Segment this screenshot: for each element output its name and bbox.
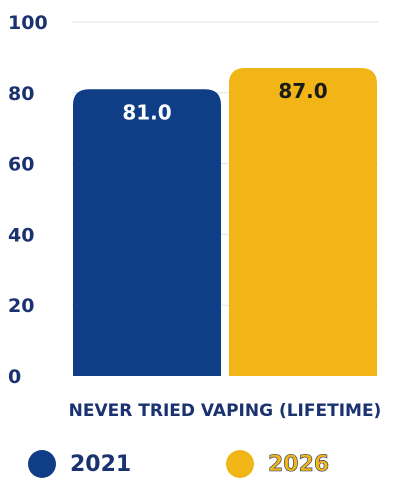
y-tick-label: 60 [8, 154, 34, 176]
bar-2021 [73, 89, 221, 376]
legend-label-2026: 2026 [268, 451, 330, 477]
x-category-label: NEVER TRIED VAPING (LIFETIME) [69, 401, 382, 421]
bar-2026 [229, 68, 377, 377]
legend-swatch-2026 [226, 450, 254, 478]
y-tick-label: 80 [8, 83, 34, 105]
y-tick-label: 100 [8, 12, 48, 34]
y-tick-label: 40 [8, 224, 34, 246]
y-tick-label: 20 [8, 295, 34, 317]
y-tick-label: 0 [8, 366, 21, 388]
legend-item-2026: 2026 [226, 446, 330, 482]
x-axis-categories: NEVER TRIED VAPING (LIFETIME) [69, 401, 382, 421]
legend-swatch-2021 [28, 450, 56, 478]
bar-chart: 0 20 40 60 80 100 81.0 87.0 NEVER TRIED VAPING… [8, 12, 382, 421]
data-label-2026: 87.0 [278, 79, 327, 103]
data-label-2021: 81.0 [122, 100, 171, 124]
y-axis-ticks: 0 20 40 60 80 100 [8, 12, 48, 388]
data-labels: 81.0 87.0 [122, 79, 327, 124]
legend: 2021 2026 [28, 446, 398, 482]
bars [73, 68, 377, 377]
legend-item-2021: 2021 [28, 446, 131, 482]
legend-label-2021: 2021 [70, 451, 132, 477]
